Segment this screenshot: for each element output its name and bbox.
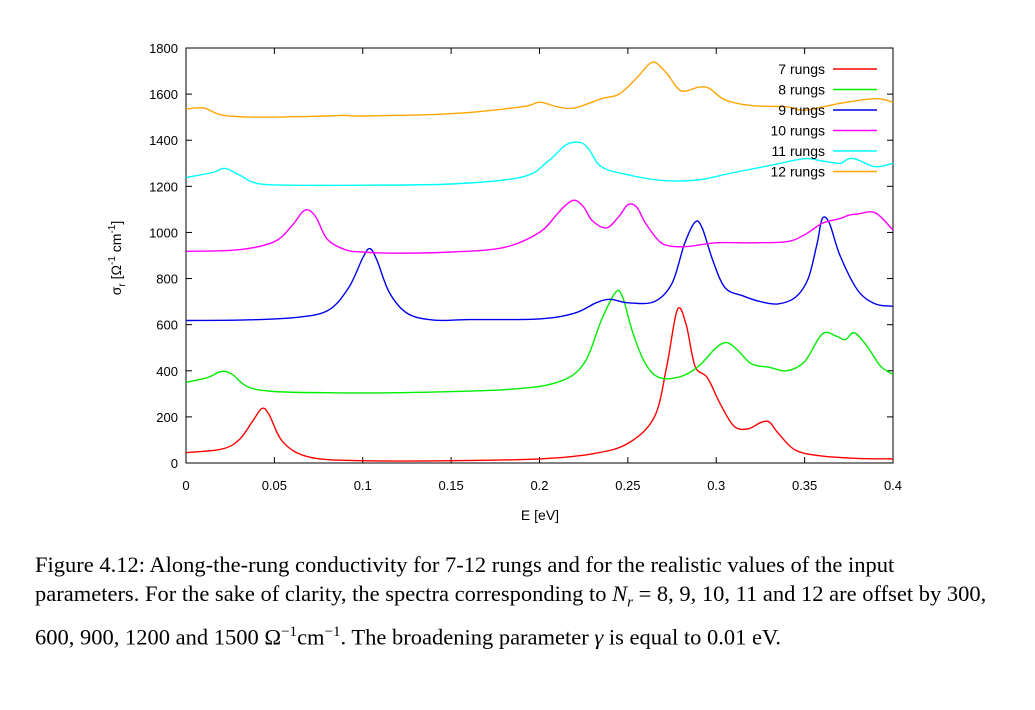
- series-line-11-rungs: [185, 141, 894, 187]
- legend: 7 rungs 8 rungs 9 rungs 10 rungs 11 rungs 12 …: [771, 61, 877, 180]
- plot-axes: 0 0.05 0.1 0.15 0.2 0.25 0.3 0.35 0.4 0 200 400 600 8…: [149, 41, 902, 493]
- x-axis-label: E [eV]: [521, 507, 559, 523]
- x-tick-label: 0.35: [792, 478, 817, 493]
- x-tick-label: 0: [182, 478, 189, 493]
- y-tick-label: 0: [171, 456, 178, 471]
- x-tick-label: 0.4: [884, 478, 902, 493]
- y-tick-label: 200: [156, 410, 178, 425]
- math-gamma: γ: [594, 624, 604, 649]
- x-tick-label: 0.25: [615, 478, 640, 493]
- figure-caption: Figure 4.12: Along-the-rung conductivity…: [35, 552, 987, 649]
- y-tick-label: 400: [156, 364, 178, 379]
- y-axis-label: σr [Ω-1 cm-1]: [107, 221, 128, 296]
- caption-label: Figure 4.12:: [35, 552, 145, 577]
- legend-label-9-rungs: 9 rungs: [778, 102, 825, 118]
- legend-label-12-rungs: 12 rungs: [771, 164, 825, 180]
- series-line-9-rungs: [185, 216, 894, 322]
- y-tick-label: 1600: [149, 87, 178, 102]
- x-tick-label: 0.1: [354, 478, 372, 493]
- y-tick-label: 1800: [149, 41, 178, 56]
- legend-label-11-rungs: 11 rungs: [772, 143, 825, 159]
- series-line-8-rungs: [185, 289, 894, 394]
- x-tick-label: 0.3: [707, 478, 725, 493]
- series-line-7-rungs: [185, 307, 894, 462]
- series-line-10-rungs: [185, 199, 894, 254]
- series-line-12-rungs: [185, 61, 894, 118]
- y-tick-label: 1200: [149, 179, 178, 194]
- math-n: N: [612, 581, 628, 606]
- y-tick-label: 600: [156, 318, 178, 333]
- legend-label-10-rungs: 10 rungs: [771, 123, 825, 139]
- conductivity-chart: 0 0.05 0.1 0.15 0.2 0.25 0.3 0.35 0.4 0 200 400 600 8…: [107, 41, 902, 523]
- y-tick-label: 1000: [149, 225, 178, 240]
- y-tick-label: 800: [156, 272, 178, 287]
- legend-label-7-rungs: 7 rungs: [778, 61, 825, 77]
- y-tick-label: 1400: [149, 133, 178, 148]
- x-tick-label: 0.05: [262, 478, 287, 493]
- legend-label-8-rungs: 8 rungs: [778, 82, 825, 98]
- x-tick-label: 0.2: [530, 478, 548, 493]
- x-tick-label: 0.15: [438, 478, 463, 493]
- series-layer: [185, 61, 894, 462]
